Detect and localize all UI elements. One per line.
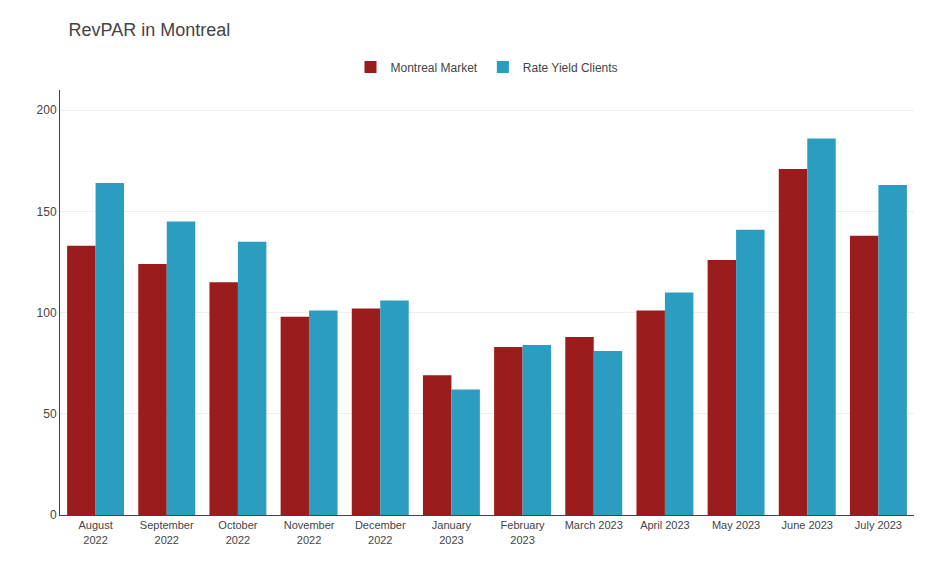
svg-text:50: 50 — [43, 407, 57, 421]
svg-text:September2022: September2022 — [140, 519, 194, 545]
svg-text:0: 0 — [50, 508, 57, 522]
svg-text:December2022: December2022 — [355, 519, 406, 545]
svg-text:November2022: November2022 — [284, 519, 335, 545]
svg-text:February2023: February2023 — [501, 519, 546, 545]
svg-text:May 2023: May 2023 — [712, 519, 760, 531]
svg-text:January2023: January2023 — [432, 519, 472, 545]
svg-text:April 2023: April 2023 — [640, 519, 690, 531]
svg-text:RevPAR in Montreal: RevPAR in Montreal — [69, 20, 231, 40]
svg-text:March 2023: March 2023 — [565, 519, 623, 531]
svg-text:100: 100 — [37, 306, 57, 320]
svg-text:Rate Yield Clients: Rate Yield Clients — [523, 61, 618, 75]
svg-text:August2022: August2022 — [78, 519, 112, 545]
svg-text:July 2023: July 2023 — [855, 519, 902, 531]
svg-text:200: 200 — [37, 103, 57, 117]
svg-text:June 2023: June 2023 — [782, 519, 833, 531]
svg-text:150: 150 — [37, 205, 57, 219]
svg-text:Montreal Market: Montreal Market — [391, 61, 478, 75]
svg-text:October2022: October2022 — [218, 519, 257, 545]
